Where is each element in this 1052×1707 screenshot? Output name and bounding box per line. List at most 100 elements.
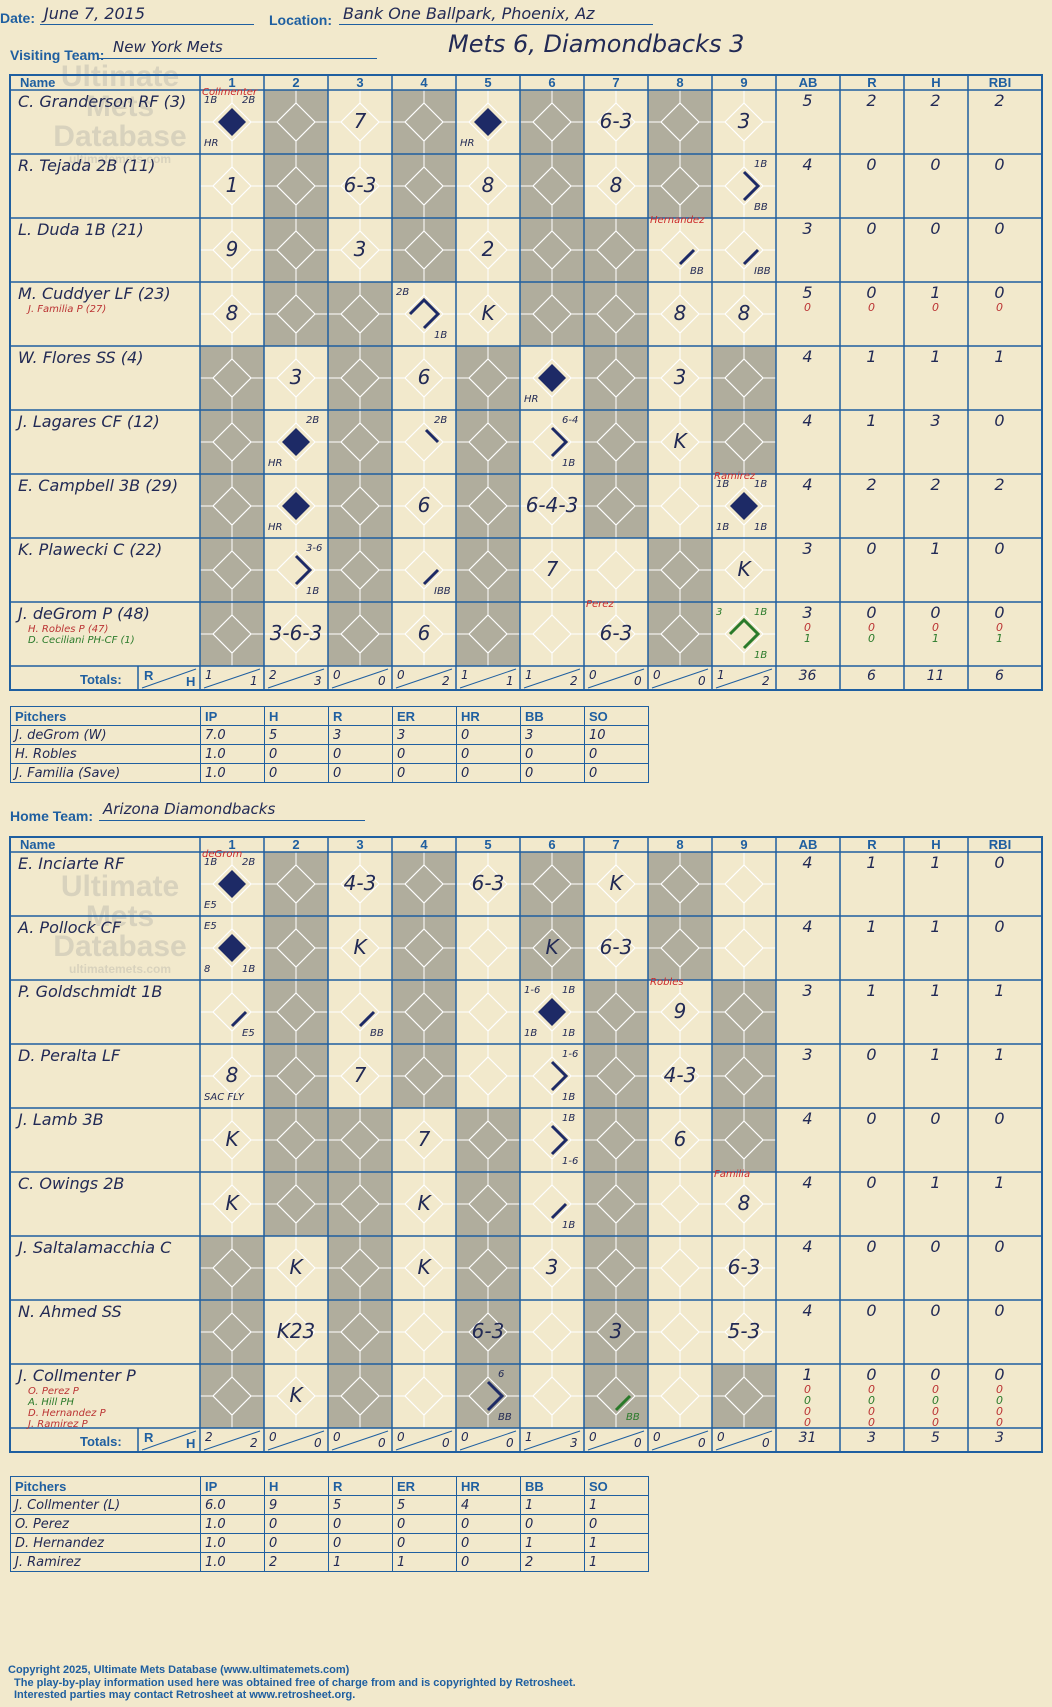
- play-result: 4-3: [663, 1063, 697, 1087]
- play-result: K: [353, 935, 367, 959]
- batter-stat-r: 2: [866, 475, 877, 494]
- stat-total-r: 3: [867, 1430, 876, 1446]
- stat-total-ab: 31: [798, 1430, 817, 1446]
- pitcher-stat: 0: [392, 763, 457, 783]
- header-inning-4: 4: [420, 75, 428, 90]
- scorecard-grid: [9, 74, 1043, 691]
- header-stat-ab: AB: [798, 837, 818, 852]
- pitching-header-so: SO: [584, 706, 649, 726]
- totals-divider: [651, 1430, 709, 1451]
- play-result: K: [545, 935, 559, 959]
- batter-name: J. Saltalamacchia C: [18, 1238, 172, 1257]
- pitcher-stat: 1: [584, 1552, 649, 1572]
- pitcher-stat: 2: [520, 1552, 585, 1572]
- totals-divider: [459, 668, 517, 689]
- pitcher-stat: 0: [456, 725, 521, 745]
- play-annotation: HR: [204, 138, 219, 149]
- header-inning-3: 3: [356, 75, 364, 90]
- play-result: 8: [737, 1191, 751, 1215]
- batter-stat-r: 1: [866, 347, 877, 366]
- play-annotation: 1B: [524, 1028, 538, 1039]
- substitute-stat: 0: [932, 1383, 939, 1396]
- inning-runs-total: 0: [397, 1430, 405, 1444]
- batter-stat-h: 1: [930, 917, 941, 936]
- batter-stat-rbi: 0: [994, 917, 1005, 936]
- batter-stat-h: 0: [930, 219, 941, 238]
- play-result: K: [289, 1383, 303, 1407]
- inning-runs-total: 1: [205, 668, 213, 682]
- inning-hits-total: 0: [378, 1436, 386, 1450]
- batter-stat-r: 2: [866, 91, 877, 110]
- run-scored-diamond: [218, 934, 246, 962]
- watermark-logo-top: Ultimate Mets Database ultimatemets.com: [53, 60, 187, 167]
- play-result: 6: [417, 365, 431, 389]
- play-result: 3: [545, 1255, 559, 1279]
- inning-runs-total: 0: [269, 1430, 277, 1444]
- batter-stat-h: 1: [930, 1045, 941, 1064]
- pitching-header-row: Pitchers IP H R ER HR BB SO: [10, 1476, 649, 1496]
- play-annotation: 2B: [396, 287, 410, 298]
- play-result: 6: [417, 493, 431, 517]
- pitcher-stat: 0: [456, 744, 521, 764]
- stat-total-r: 6: [867, 668, 876, 684]
- substitute-stat: 1: [932, 632, 939, 645]
- inning-hits-total: 0: [634, 1436, 642, 1450]
- substitute-stat: 0: [996, 1383, 1003, 1396]
- batter-name: C. Granderson RF (3): [18, 92, 187, 111]
- totals-divider: [523, 1430, 581, 1451]
- batter-stat-ab: 3: [802, 1045, 813, 1064]
- batter-stat-ab: 3: [802, 539, 813, 558]
- substitute-stat: 1: [996, 632, 1003, 645]
- pitcher-stat: 0: [264, 744, 329, 764]
- batter-stat-h: 1: [930, 347, 941, 366]
- inning-hits-total: 0: [698, 1436, 706, 1450]
- batter-name: D. Peralta LF: [18, 1046, 121, 1065]
- play-annotation: 2B: [434, 415, 448, 426]
- batter-stat-r: 0: [866, 1301, 877, 1320]
- play-result: 6: [417, 621, 431, 645]
- play-annotation: HR: [268, 522, 283, 533]
- pitcher-row: D. Hernandez 1.0 0 0 0 0 1 1: [10, 1533, 649, 1553]
- batter-name: J. deGrom P (48): [18, 604, 150, 623]
- header-inning-9: 9: [740, 837, 748, 852]
- pitcher-stat: 0: [328, 763, 393, 783]
- header-name: Name: [20, 75, 56, 90]
- batter-stat-ab: 5: [802, 283, 813, 302]
- totals-runs-key: R: [144, 668, 154, 683]
- run-scored-diamond: [474, 108, 502, 136]
- location-label: Location:: [269, 12, 332, 28]
- play-result: K: [417, 1191, 431, 1215]
- run-scored-diamond: [538, 998, 566, 1026]
- inning-hits-total: 0: [442, 1436, 450, 1450]
- play-result: 7: [353, 109, 367, 133]
- totals-divider: [395, 1430, 453, 1451]
- substitute-stat: 0: [804, 1416, 811, 1429]
- play-result: 6: [673, 1127, 687, 1151]
- play-result: K: [289, 1255, 303, 1279]
- copyright-text: Copyright 2025, Ultimate Mets Database (…: [8, 1664, 350, 1676]
- totals-divider: [715, 1430, 773, 1451]
- inning-runs-total: 0: [717, 1430, 725, 1444]
- pitcher-stat: 1: [392, 1552, 457, 1572]
- inning-hits-total: 2: [762, 674, 770, 688]
- batter-stat-ab: 3: [802, 219, 813, 238]
- base-diamond: [660, 486, 700, 526]
- pitcher-stat: 0: [520, 1514, 585, 1534]
- inning-runs-total: 1: [525, 668, 533, 682]
- header-stat-rbi: RBI: [988, 75, 1012, 90]
- inning-runs-total: 0: [589, 668, 597, 682]
- play-result: 9: [225, 237, 239, 261]
- batter-stat-rbi: 2: [994, 91, 1005, 110]
- pitching-header-er: ER: [392, 706, 457, 726]
- substitute-name: D. Hernandez P: [28, 1408, 106, 1419]
- stat-total-rbi: 3: [995, 1430, 1004, 1446]
- play-annotation: 6: [498, 1369, 505, 1380]
- play-annotation: 1B: [306, 586, 320, 597]
- base-diamond: [660, 1312, 700, 1352]
- base-diamond: [468, 1056, 508, 1096]
- inning-runs-total: 0: [333, 1430, 341, 1444]
- batter-name: A. Pollock CF: [18, 918, 122, 937]
- play-result: 3-6-3: [269, 621, 323, 645]
- play-result: 3: [289, 365, 303, 389]
- inning-hits-total: 0: [378, 674, 386, 688]
